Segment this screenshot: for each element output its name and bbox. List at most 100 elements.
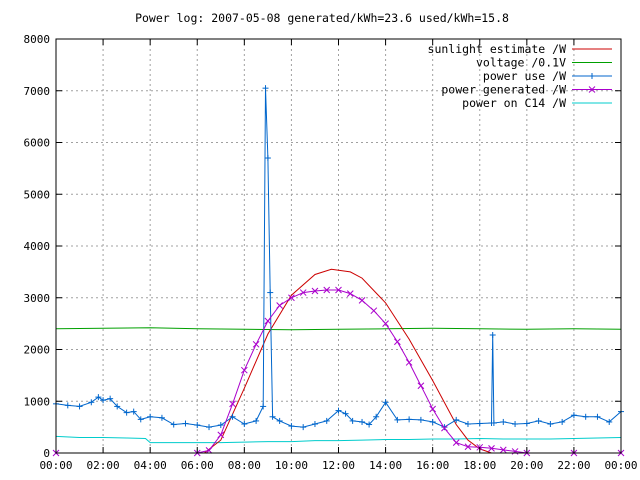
legend-item: sunlight estimate /W [428, 42, 612, 56]
data-point [311, 287, 319, 295]
data-point [205, 447, 213, 454]
x-tick-label: 20:00 [510, 459, 543, 472]
data-point [217, 431, 225, 439]
grid-lines [56, 39, 621, 453]
data-point [194, 422, 201, 429]
data-point [382, 399, 389, 406]
axes: 00:00 02:00 04:00 06:00 08:00 10:00 12:00 14:00… [24, 33, 638, 472]
data-point [429, 405, 437, 413]
data-point [342, 410, 349, 417]
data-point [500, 418, 507, 425]
legend-label: sunlight estimate /W [428, 42, 567, 56]
data-point [137, 416, 144, 423]
series-3 [52, 286, 625, 457]
data-point [253, 417, 260, 424]
data-point [453, 416, 460, 423]
legend-item: voltage /0.1V [476, 56, 612, 70]
data-point [394, 338, 401, 346]
data-point [240, 366, 248, 374]
data-point [158, 414, 165, 421]
series-4 [55, 435, 622, 444]
data-point [452, 439, 460, 447]
x-tick-label: 04:00 [134, 459, 167, 472]
data-point [130, 408, 137, 415]
data-point [476, 420, 483, 427]
data-point [382, 320, 389, 327]
data-point [269, 413, 276, 420]
x-tick-label: 22:00 [557, 459, 590, 472]
data-point [323, 286, 331, 294]
data-point [229, 400, 236, 408]
data-point [288, 423, 295, 430]
y-tick-label: 8000 [24, 33, 51, 46]
data-point [276, 417, 283, 424]
data-point [76, 403, 83, 410]
series-line [55, 327, 622, 331]
data-point [241, 421, 248, 428]
data-point [406, 416, 413, 423]
data-point [299, 289, 307, 296]
data-point [394, 416, 401, 423]
data-point [370, 307, 378, 315]
series-line [203, 268, 492, 454]
data-point [358, 296, 366, 304]
x-tick-label: 12:00 [322, 459, 355, 472]
data-point [366, 421, 373, 428]
series-1 [55, 327, 622, 331]
y-tick-label: 6000 [24, 137, 51, 150]
legend-item: power on C14 /W [462, 96, 612, 110]
x-tick-label: 06:00 [181, 459, 214, 472]
legend-label: voltage /0.1V [476, 56, 566, 70]
series-line [56, 289, 621, 454]
data-point [570, 412, 577, 419]
x-tick-label: 08:00 [228, 459, 261, 472]
data-point [488, 444, 495, 452]
y-tick-label: 4000 [24, 240, 51, 253]
data-point [288, 294, 295, 302]
data-point [441, 424, 448, 432]
data-point [114, 403, 121, 410]
series-2 [53, 85, 624, 431]
data-point [405, 359, 413, 366]
data-point [464, 443, 472, 451]
data-point [123, 409, 130, 416]
data-point [335, 407, 342, 414]
x-tick-label: 16:00 [416, 459, 449, 472]
legend-label: power on C14 /W [462, 96, 566, 110]
data-point [217, 422, 224, 429]
data-point [559, 418, 566, 425]
data-point [88, 399, 95, 406]
data-point [489, 332, 496, 339]
y-tick-label: 2000 [24, 344, 51, 357]
data-point [267, 289, 274, 296]
x-tick-label: 10:00 [275, 459, 308, 472]
data-point [264, 317, 272, 325]
data-point [490, 419, 497, 426]
plot-frame [55, 38, 622, 454]
data-point [260, 403, 267, 410]
data-point [229, 413, 236, 420]
data-point [441, 424, 448, 431]
legend-item: power use /W [483, 69, 612, 83]
data-point [323, 417, 330, 424]
data-point [264, 155, 271, 162]
data-point [107, 395, 114, 402]
y-tick-label: 1000 [24, 395, 51, 408]
data-point [262, 85, 269, 92]
data-point [464, 421, 471, 428]
data-point [547, 421, 554, 428]
data-point [170, 421, 177, 428]
x-tick-label: 14:00 [369, 459, 402, 472]
data-point [373, 413, 380, 420]
data-point [606, 418, 613, 425]
series-line [55, 435, 622, 444]
data-point [417, 416, 424, 423]
data-point [100, 397, 107, 404]
data-point [276, 302, 283, 309]
series-layer [52, 85, 625, 457]
data-point [64, 402, 71, 409]
data-point [582, 413, 589, 420]
legend-item: power generated /W [441, 83, 612, 97]
